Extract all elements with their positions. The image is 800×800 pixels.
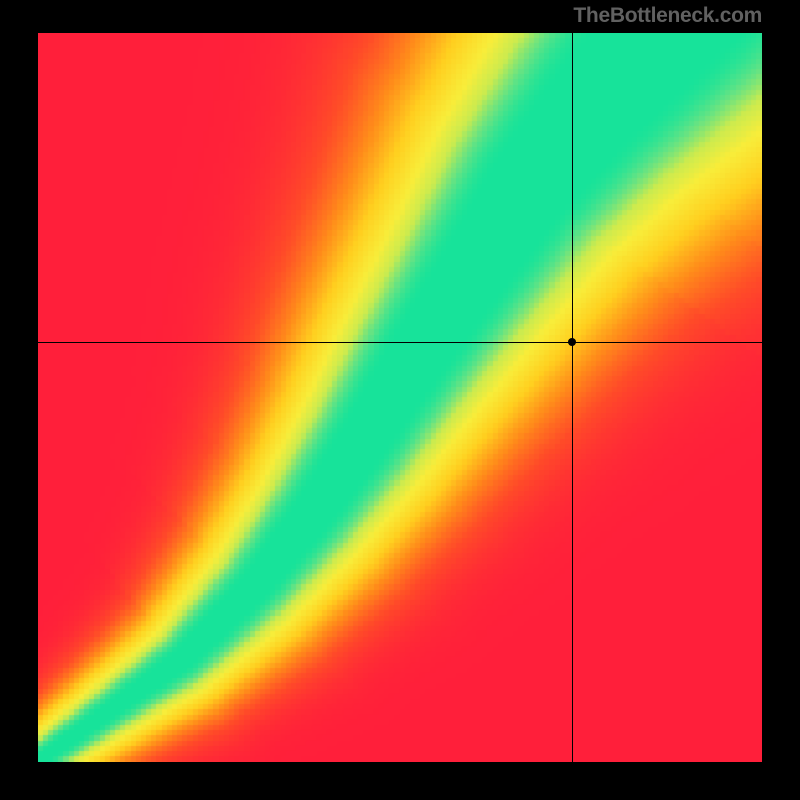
- heatmap-canvas: [38, 33, 762, 762]
- chart-container: TheBottleneck.com: [0, 0, 800, 800]
- crosshair-vertical: [572, 33, 573, 762]
- watermark-text: TheBottleneck.com: [573, 4, 762, 28]
- crosshair-dot: [568, 338, 576, 346]
- crosshair-horizontal: [38, 342, 762, 343]
- heatmap-plot: [38, 33, 762, 762]
